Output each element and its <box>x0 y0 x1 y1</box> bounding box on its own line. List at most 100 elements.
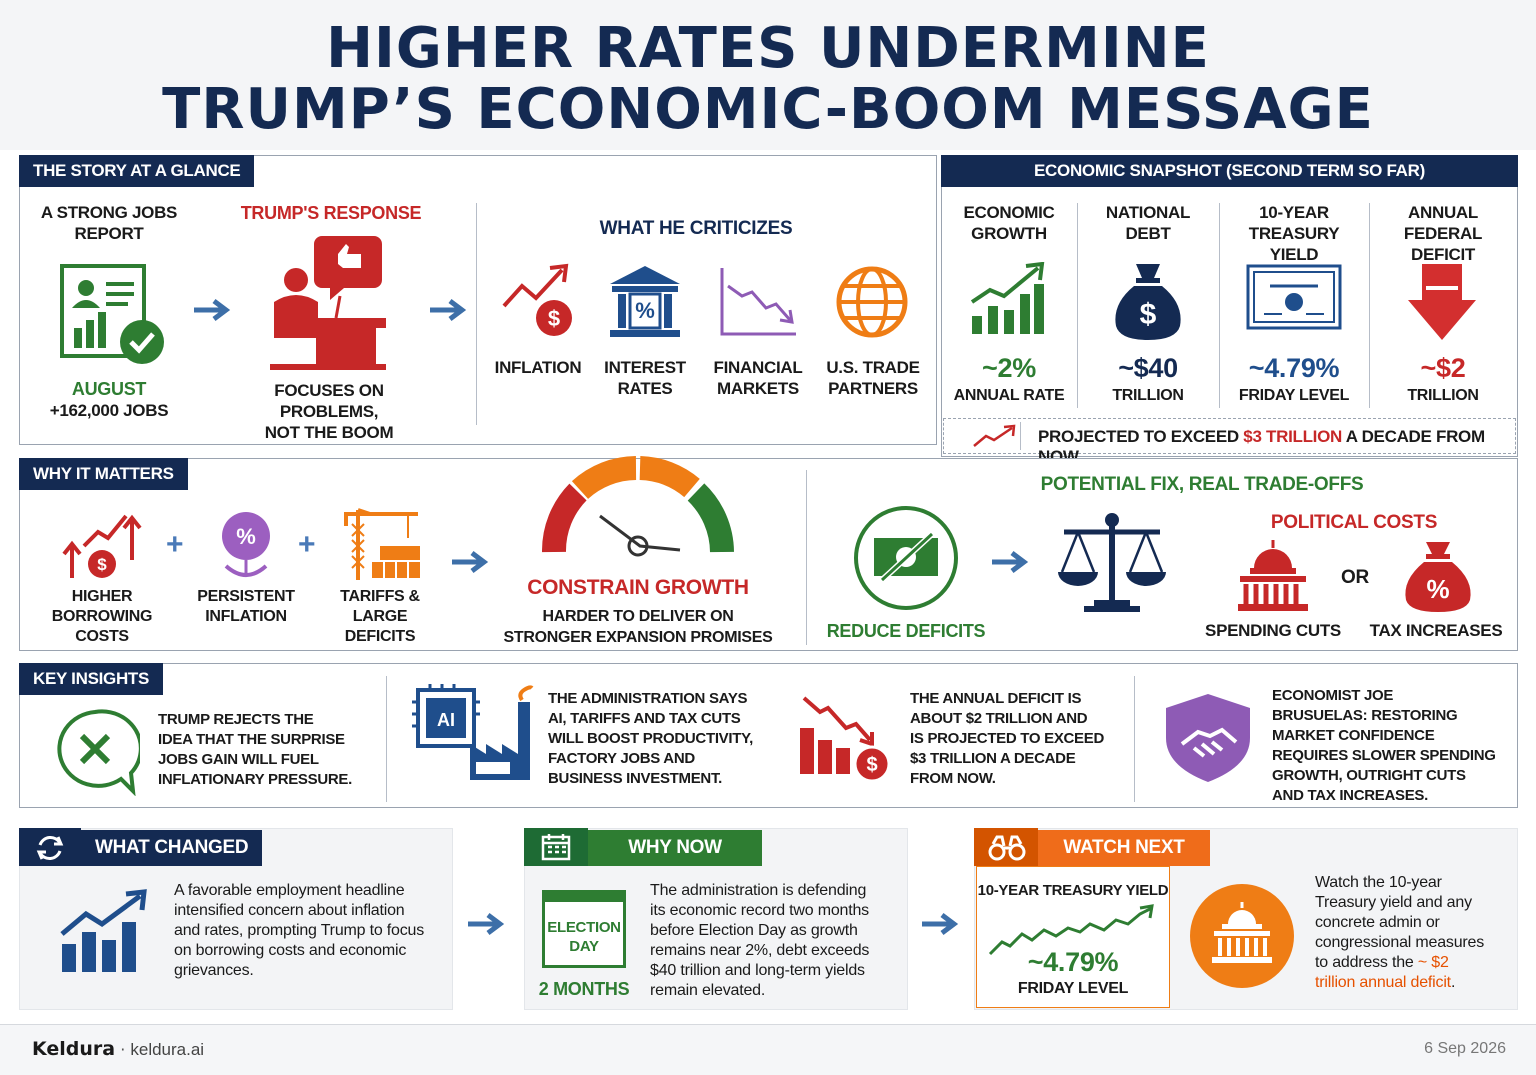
capitol-icon <box>1236 538 1310 612</box>
divider <box>1369 203 1370 408</box>
snapshot-debt-unit: TRILLION <box>1112 387 1184 404</box>
insights-tag: KEY INSIGHTS <box>19 663 164 695</box>
yield-card-label: 10-YEAR TREASURY YIELD <box>977 882 1169 899</box>
snapshot-tag: ECONOMIC SNAPSHOT (SECOND TERM SO FAR) <box>941 155 1518 187</box>
response-heading: TRUMP'S RESPONSE <box>240 203 422 223</box>
yield-card-value: ~4.79% <box>1027 947 1119 977</box>
snapshot-deficit-value: ~$2 <box>1420 353 1466 383</box>
money-bag-icon: $ <box>1112 258 1184 342</box>
rejected-speech-icon <box>50 706 140 796</box>
yield-trend-icon <box>986 902 1160 958</box>
svg-text:%: % <box>236 524 256 549</box>
inflation-pin-icon: % <box>218 510 274 580</box>
arrow-right-icon <box>920 912 960 936</box>
snapshot-yield-unit: FRIDAY LEVEL <box>1238 387 1350 404</box>
insight-2-text: THE ADMINISTRATION SAYS AI, TARIFFS AND … <box>548 690 754 787</box>
fix-reduce-deficits: REDUCE DEFICITS <box>826 621 986 641</box>
political-costs-heading: POLITICAL COSTS <box>1270 512 1438 533</box>
what-changed-text: A favorable employment headline intensif… <box>174 882 425 979</box>
bank-percent-icon: % <box>606 262 684 340</box>
footer-brand-line: Keldura · keldura.ai <box>32 1038 205 1060</box>
yield-card <box>976 866 1170 1008</box>
inflation-icon: $ <box>498 262 578 342</box>
snapshot-deficit-unit: TRILLION <box>1407 387 1479 404</box>
handshake-shield-icon <box>1164 692 1252 784</box>
insight-1-text: TRUMP REJECTS THE IDEA THAT THE SURPRISE… <box>158 711 352 788</box>
jobs-report-heading: A STRONG JOBS REPORT <box>40 203 178 243</box>
svg-text:$: $ <box>97 555 107 574</box>
divider <box>1020 422 1021 450</box>
snapshot-deficit-label: ANNUAL FEDERAL DEFICIT <box>1403 203 1483 264</box>
two-months-label: 2 MONTHS <box>538 979 630 999</box>
why-now-tag: WHY NOW <box>588 830 762 866</box>
divider <box>386 676 387 802</box>
fix-heading: POTENTIAL FIX, REAL TRADE-OFFS <box>1040 474 1364 495</box>
tax-bag-icon: % <box>1402 538 1474 614</box>
borrowing-costs-icon: $ <box>58 510 142 582</box>
response-text: FOCUSES ON PROBLEMS, NOT THE BOOM <box>264 381 394 442</box>
or-label: OR <box>1341 567 1369 588</box>
crane-containers-icon <box>338 504 422 582</box>
watch-next-tag: WATCH NEXT <box>1038 830 1210 866</box>
footer-site-link[interactable]: keldura.ai <box>130 1040 205 1059</box>
growth-chart-icon <box>968 262 1050 338</box>
constrain-growth-heading: CONSTRAIN GROWTH <box>527 576 749 599</box>
cost-tax-increases: TAX INCREASES <box>1369 621 1503 640</box>
snapshot-growth-label: ECONOMIC GROWTH <box>963 203 1055 243</box>
arrow-right-icon <box>450 550 490 574</box>
snapshot-yield-label: 10-YEAR TREASURY YIELD <box>1248 203 1340 264</box>
key-insights-panel <box>19 663 1518 808</box>
matters-tag: WHY IT MATTERS <box>19 458 188 490</box>
divider <box>806 470 807 645</box>
rising-trend-icon <box>972 424 1020 450</box>
page-title: HIGHER RATES UNDERMINE TRUMP’S ECONOMIC-… <box>0 18 1536 140</box>
ai-chip-label: AI <box>437 710 455 730</box>
election-day-label: ELECTION DAY <box>547 919 621 955</box>
growth-gauge-icon <box>540 454 736 562</box>
svg-text:$: $ <box>548 306 560 331</box>
factor-inflation: PERSISTENT INFLATION <box>197 588 295 625</box>
footer-date: 6 Sep 2026 <box>1424 1040 1506 1057</box>
cost-spending-cuts: SPENDING CUTS <box>1205 621 1341 640</box>
factor-tariffs: TARIFFS & LARGE DEFICITS <box>340 588 420 645</box>
criticizes-trade: U.S. TRADE PARTNERS <box>826 358 920 398</box>
down-arrow-icon <box>1406 262 1478 342</box>
title-line-2: TRUMP’S ECONOMIC-BOOM MESSAGE <box>162 77 1374 142</box>
snapshot-growth-unit: ANNUAL RATE <box>953 387 1065 404</box>
story-tag: THE STORY AT A GLANCE <box>19 155 255 187</box>
arrow-right-icon <box>428 298 468 322</box>
what-changed-tag: WHAT CHANGED <box>81 830 263 866</box>
snapshot-growth-value: ~2% <box>982 353 1036 383</box>
footer <box>0 1024 1536 1075</box>
arrow-right-icon <box>192 298 232 322</box>
footer-brand: Keldura <box>32 1038 116 1060</box>
snapshot-debt-label: NATIONAL DEBT <box>1105 203 1191 243</box>
criticizes-heading: WHAT HE CRITICIZES <box>599 218 793 239</box>
treasury-bond-icon <box>1246 264 1342 330</box>
svg-text:%: % <box>1426 574 1449 604</box>
growth-bars-icon <box>58 888 156 974</box>
insight-3-text: THE ANNUAL DEFICIT IS ABOUT $2 TRILLION … <box>910 690 1105 787</box>
ai-factory-icon: AI <box>410 682 534 782</box>
globe-icon <box>834 264 910 340</box>
election-calendar-icon <box>542 890 626 968</box>
divider <box>476 203 477 425</box>
criticizes-markets: FINANCIAL MARKETS <box>713 358 803 398</box>
divider <box>1219 203 1220 408</box>
svg-text:$: $ <box>1140 298 1157 331</box>
divider <box>1077 203 1078 408</box>
jobs-month: AUGUST <box>71 379 147 399</box>
story-at-a-glance-panel <box>19 155 937 445</box>
criticizes-inflation: INFLATION <box>494 358 582 377</box>
government-building-icon <box>1188 882 1296 990</box>
divider <box>1134 676 1135 802</box>
no-money-icon <box>852 504 960 612</box>
balance-scale-icon <box>1054 510 1170 614</box>
insight-4-text: ECONOMIST JOE BRUSUELAS: RESTORING MARKE… <box>1272 687 1496 804</box>
snapshot-yield-value: ~4.79% <box>1248 353 1340 383</box>
calendar-header <box>542 890 626 902</box>
factor-borrowing: HIGHER BORROWING COSTS <box>51 588 153 645</box>
svg-text:%: % <box>635 298 655 323</box>
title-line-1: HIGHER RATES UNDERMINE <box>326 16 1210 81</box>
refresh-icon <box>34 833 66 863</box>
